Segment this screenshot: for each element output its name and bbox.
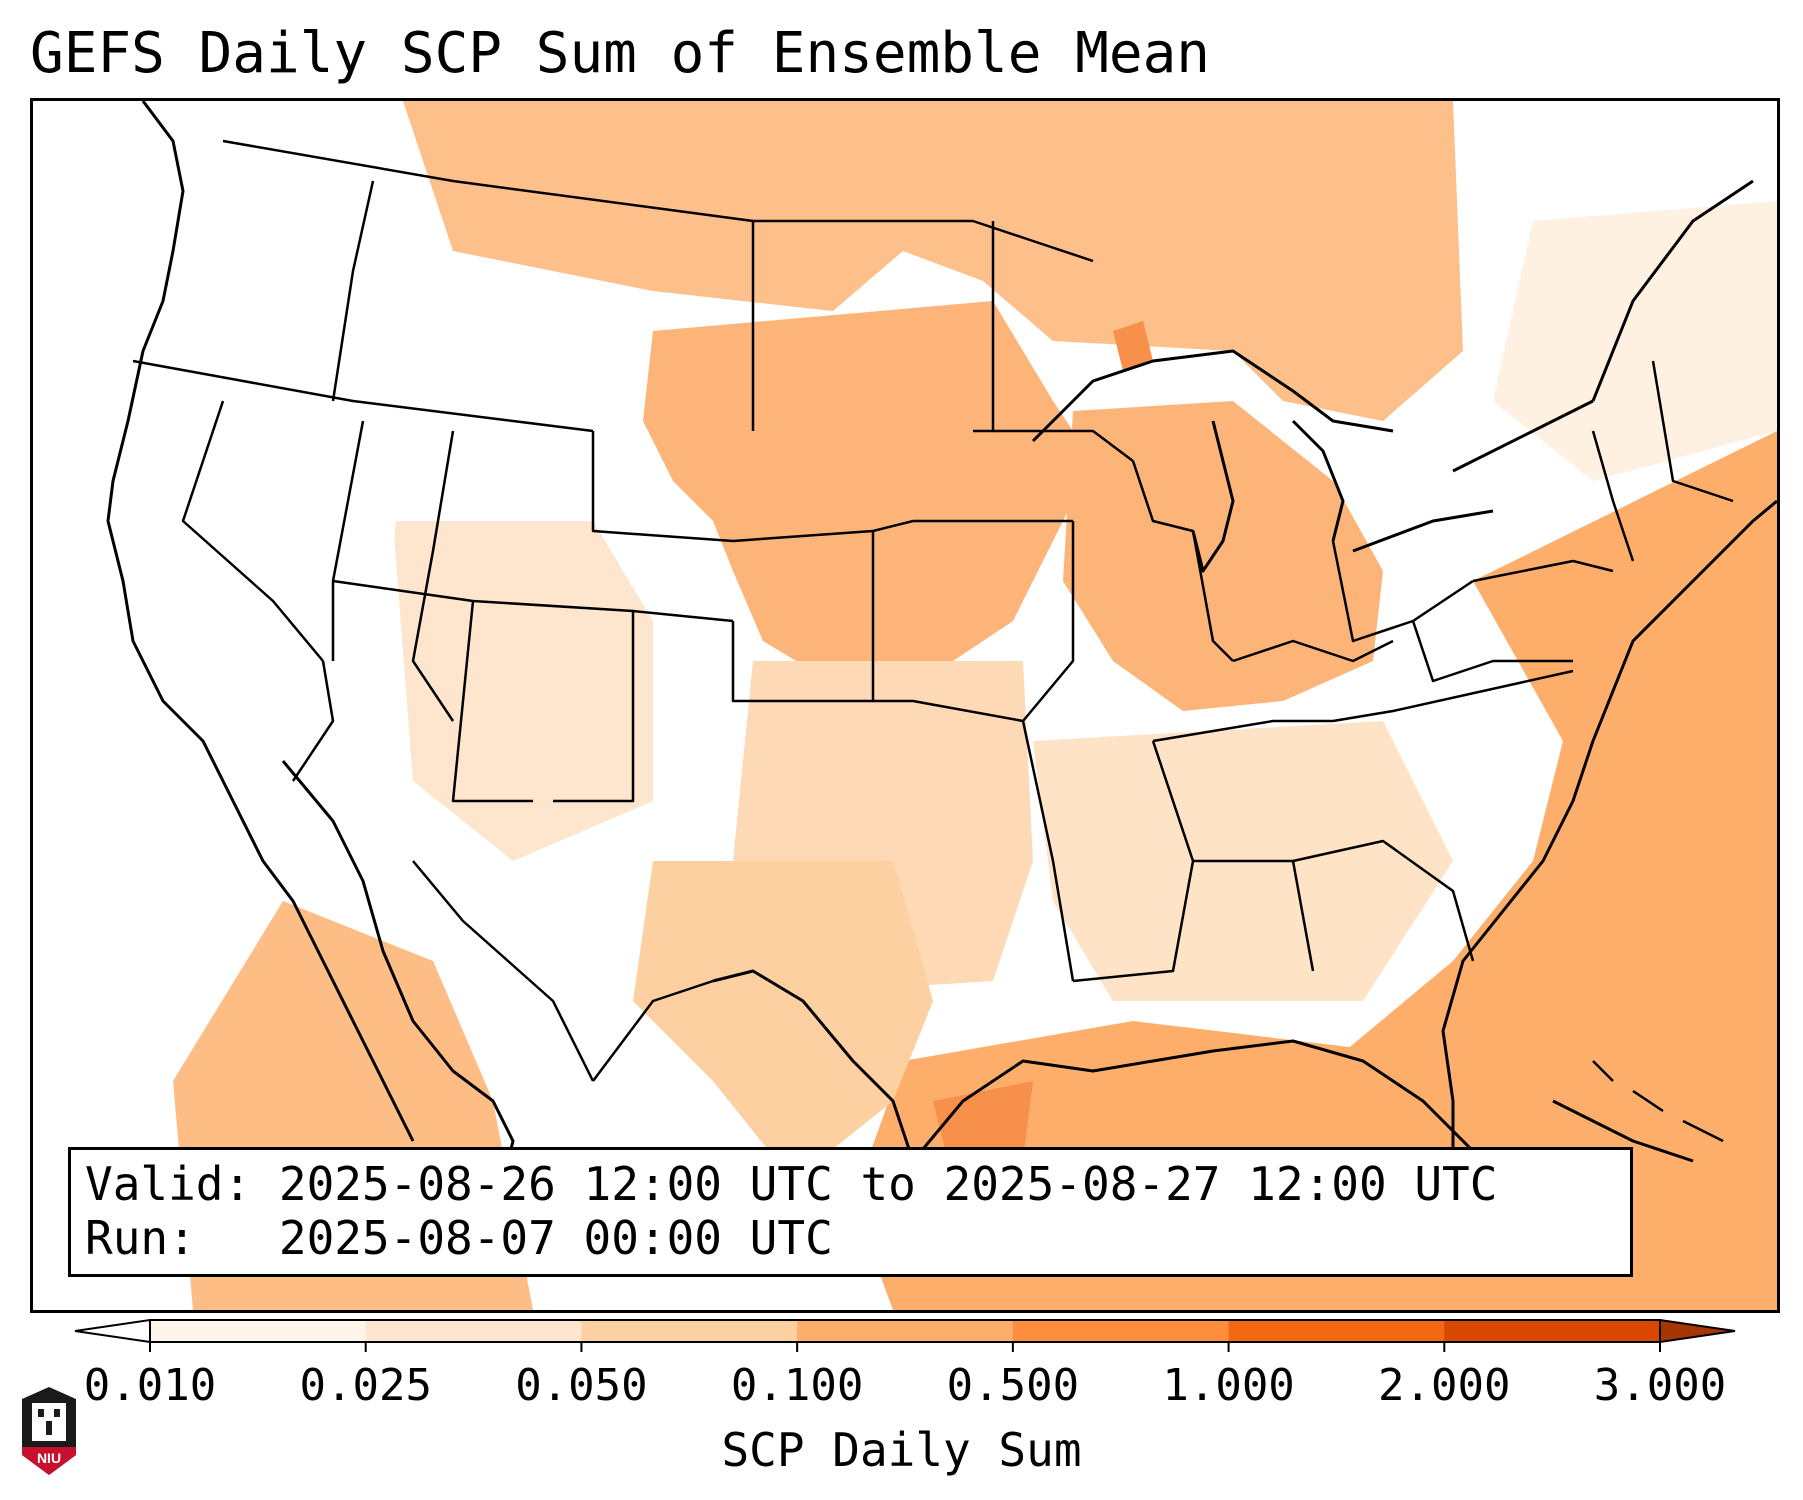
border-oh-pa <box>1331 540 1474 643</box>
border-pa-ny <box>1472 559 1614 583</box>
st-lawrence-line <box>1591 179 1754 402</box>
border-wa-or-id <box>132 359 594 433</box>
border-il-in <box>1131 460 1234 662</box>
shade-texas <box>633 861 933 1181</box>
valid-run-info-box: Valid: 2025-08-26 12:00 UTC to 2025-08-2… <box>68 1147 1633 1277</box>
map-panel <box>30 98 1780 1313</box>
colorbar-segment <box>150 1320 367 1342</box>
lake-ontario-line <box>1452 399 1594 473</box>
great-lakes-line <box>1031 349 1394 443</box>
canada-border <box>222 139 973 223</box>
border-ut-az <box>411 430 455 722</box>
logo-red-band <box>22 1447 76 1475</box>
border-ky-oh <box>1232 639 1394 663</box>
shade-great-lakes <box>1063 401 1383 711</box>
state-borders <box>132 139 1734 1082</box>
shade-dakotas-minnesota <box>643 301 1093 681</box>
shade-northeast <box>1493 201 1777 481</box>
lake-huron-line <box>1291 419 1345 542</box>
colorbar-tick-label: 0.050 <box>515 1360 647 1411</box>
colorbar-tick-label: 0.100 <box>731 1360 863 1411</box>
colorbar-extend-low <box>74 1318 151 1344</box>
colorbar-tick-label: 2.000 <box>1378 1360 1510 1411</box>
border-nm-tx <box>553 611 635 803</box>
lake-erie-line <box>1352 509 1494 553</box>
colorbar-segment <box>1228 1320 1445 1342</box>
lake-michigan-line <box>1191 420 1235 573</box>
shade-pacific-nw <box>113 201 413 721</box>
border-id-wa <box>331 180 375 402</box>
run-label: Run: <box>85 1211 196 1265</box>
colorbar-segment <box>365 1320 582 1342</box>
border-ny-vt <box>1591 430 1635 562</box>
baja-line <box>281 760 515 1182</box>
colorbar: 0.010 0.025 0.050 0.100 0.500 1.000 2.000 3.000 <box>74 1318 1736 1411</box>
run-line: Run: 2025-08-07 00:00 UTC <box>85 1210 833 1266</box>
border-wv-va <box>1411 620 1573 683</box>
border-ne-states <box>1651 360 1734 503</box>
colorbar-tick-label: 0.010 <box>84 1360 216 1411</box>
east-coast-line <box>1441 499 1777 1242</box>
colorbar-tick-label: 0.025 <box>299 1360 431 1411</box>
cuba-line <box>1552 1099 1694 1163</box>
colorbar-segments <box>74 1318 1736 1344</box>
border-ok <box>731 621 1024 723</box>
bahamas-1 <box>1592 1060 1614 1082</box>
colorbar-tick-label: 3.000 <box>1594 1360 1726 1411</box>
border-ms <box>1072 740 1195 983</box>
run-value: 2025-08-07 00:00 UTC <box>278 1211 833 1265</box>
coastlines <box>106 101 1777 1242</box>
border-az-nm-north <box>332 579 734 623</box>
map-title: GEFS Daily SCP Sum of Ensemble Mean <box>30 21 1211 86</box>
bahamas-3 <box>1682 1119 1724 1143</box>
shade-rockies <box>393 521 653 861</box>
border-mo-ar <box>1022 521 1075 722</box>
colorbar-tick-label: 0.500 <box>947 1360 1079 1411</box>
colorbar-extend-high <box>1659 1318 1736 1344</box>
colorbar-outline <box>149 1319 1661 1343</box>
colorbar-segment <box>1444 1320 1661 1342</box>
border-ia <box>993 429 1134 462</box>
border-tn-nc <box>1152 669 1574 743</box>
scp-shading <box>113 101 1777 1310</box>
valid-label: Valid: <box>85 1157 252 1211</box>
shade-north-plains <box>403 101 1463 421</box>
map-canvas <box>106 101 1777 1310</box>
colorbar-tick-label: 1.000 <box>1162 1360 1294 1411</box>
border-az-nm <box>451 600 533 803</box>
border-wy-co <box>591 431 914 543</box>
shade-superior-core <box>1113 321 1153 371</box>
west-coast-line <box>106 101 415 1142</box>
colorbar-segment <box>1012 1320 1230 1342</box>
border-nv-ca <box>181 400 324 662</box>
valid-value: 2025-08-26 12:00 UTC to 2025-08-27 12:00… <box>278 1157 1498 1211</box>
border-us-mexico-tx <box>592 979 714 1082</box>
border-ga-sc <box>1292 839 1475 962</box>
islands <box>1592 1060 1724 1143</box>
border-us-mexico-west <box>412 860 595 1082</box>
colorbar-ticks: 0.010 0.025 0.050 0.100 0.500 1.000 2.000 3.000 <box>84 1342 1726 1411</box>
niu-logo: NIU <box>22 1387 76 1475</box>
border-ca-az <box>291 660 335 782</box>
colorbar-segment <box>581 1320 798 1342</box>
colorbar-label: SCP Daily Sum <box>721 1423 1082 1477</box>
border-ar-la <box>1021 720 1075 982</box>
bahamas-2 <box>1632 1089 1664 1113</box>
logo-text: NIU <box>37 1450 61 1466</box>
colorbar-segment <box>797 1320 1014 1342</box>
valid-line: Valid: 2025-08-26 12:00 UTC to 2025-08-2… <box>85 1156 1497 1212</box>
